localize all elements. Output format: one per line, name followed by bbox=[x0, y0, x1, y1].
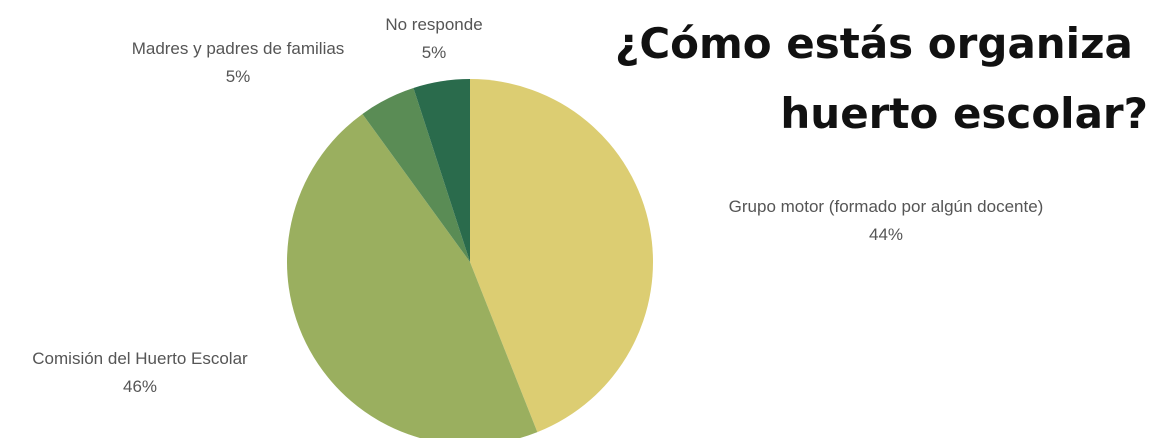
slice-label: Grupo motor (formado por algún docente) bbox=[729, 197, 1044, 216]
slice-value-label: 5% bbox=[226, 67, 251, 86]
slice-label: No responde bbox=[385, 15, 482, 34]
slice-value-label: 44% bbox=[869, 225, 903, 244]
slice-label: Madres y padres de familias bbox=[132, 39, 345, 58]
chart-title: ¿Cómo estás organiza bbox=[615, 19, 1133, 68]
slice-label: Comisión del Huerto Escolar bbox=[32, 349, 248, 368]
slice-value-label: 46% bbox=[123, 377, 157, 396]
pie-slice bbox=[362, 87, 470, 262]
chart-title: huerto escolar? bbox=[780, 89, 1148, 138]
slice-value-label: 5% bbox=[422, 43, 447, 62]
pie-slice bbox=[413, 79, 470, 262]
pie-slice bbox=[287, 113, 538, 438]
pie-slice bbox=[470, 79, 654, 433]
